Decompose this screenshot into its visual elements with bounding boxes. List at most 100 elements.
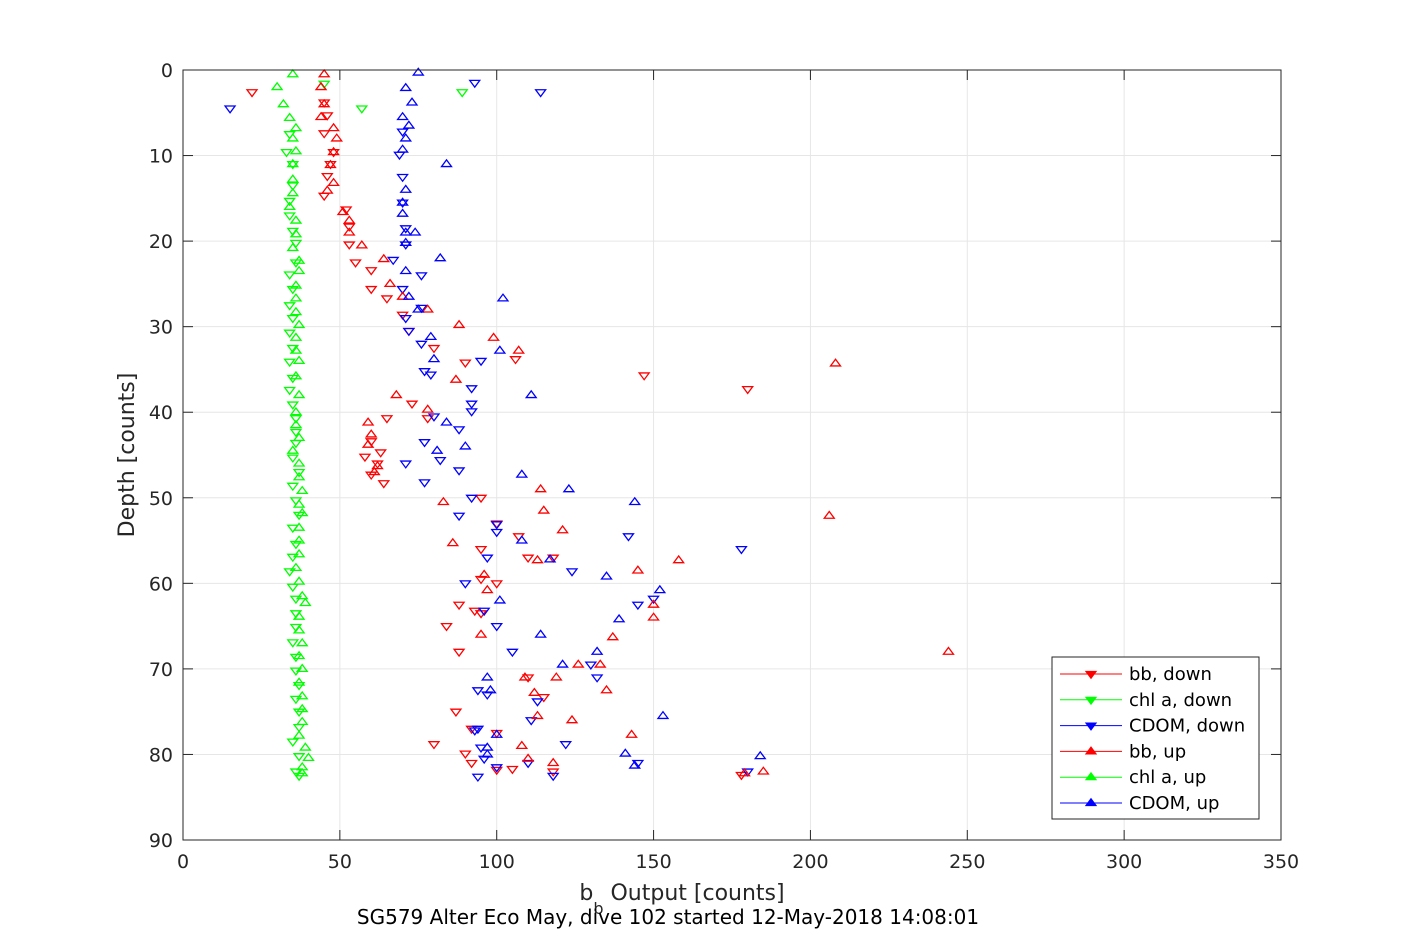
data-point bbox=[283, 201, 296, 211]
data-point bbox=[471, 687, 485, 696]
data-point bbox=[399, 314, 413, 324]
data-point bbox=[531, 710, 544, 720]
data-point bbox=[459, 580, 472, 589]
y-tick-label: 50 bbox=[149, 488, 173, 510]
data-point bbox=[421, 304, 434, 313]
data-point bbox=[637, 372, 651, 381]
data-point bbox=[314, 111, 328, 121]
data-point bbox=[477, 755, 491, 765]
data-point bbox=[283, 197, 296, 207]
data-point bbox=[521, 674, 535, 683]
data-point bbox=[427, 344, 441, 354]
data-point bbox=[396, 285, 409, 295]
data-point bbox=[424, 371, 438, 380]
data-point bbox=[452, 319, 466, 329]
data-point bbox=[295, 637, 309, 647]
data-point bbox=[631, 759, 645, 769]
data-point bbox=[741, 385, 754, 395]
data-point bbox=[493, 345, 507, 354]
data-point bbox=[537, 505, 551, 514]
data-point bbox=[481, 672, 494, 681]
data-point bbox=[427, 413, 441, 422]
data-point bbox=[396, 199, 409, 208]
data-point bbox=[295, 507, 309, 517]
data-point bbox=[317, 68, 331, 78]
chart-caption: SG579 Alter Eco May, dive 102 started 12… bbox=[357, 905, 979, 929]
data-point bbox=[474, 357, 488, 367]
data-point bbox=[430, 445, 444, 454]
data-point bbox=[496, 293, 510, 302]
data-point bbox=[286, 553, 300, 563]
y-tick-label: 30 bbox=[149, 317, 173, 339]
x-axis-label-main: b bbox=[579, 881, 593, 906]
data-point bbox=[399, 184, 413, 193]
data-point bbox=[537, 693, 551, 703]
legend-marker bbox=[1084, 746, 1098, 755]
data-point bbox=[355, 105, 369, 114]
legend-item: bb, down bbox=[1060, 664, 1212, 685]
x-tick-label: 0 bbox=[177, 851, 189, 873]
data-point bbox=[286, 401, 300, 410]
legend-label: bb, up bbox=[1129, 741, 1186, 762]
data-point bbox=[295, 716, 309, 726]
data-point bbox=[327, 146, 340, 156]
legend-box bbox=[1051, 656, 1260, 820]
data-point bbox=[631, 601, 645, 611]
data-point bbox=[546, 772, 560, 782]
data-point bbox=[402, 291, 416, 300]
data-point bbox=[465, 725, 478, 735]
data-point bbox=[292, 471, 306, 481]
data-point bbox=[524, 717, 538, 726]
data-point bbox=[534, 629, 547, 638]
data-point bbox=[474, 545, 488, 555]
data-point bbox=[421, 415, 434, 424]
data-point bbox=[386, 256, 400, 266]
data-point bbox=[295, 767, 309, 777]
data-point bbox=[286, 445, 300, 454]
data-point bbox=[672, 554, 685, 564]
data-point bbox=[342, 223, 356, 232]
x-tick-label: 250 bbox=[949, 851, 985, 873]
data-point bbox=[377, 480, 391, 489]
x-tick-label: 300 bbox=[1106, 851, 1142, 873]
data-point bbox=[477, 607, 491, 617]
y-tick-label: 40 bbox=[149, 402, 173, 424]
data-point bbox=[543, 554, 557, 563]
data-point bbox=[292, 355, 306, 365]
data-point bbox=[342, 215, 356, 224]
data-point bbox=[471, 773, 485, 783]
data-point bbox=[625, 729, 638, 738]
data-point bbox=[371, 460, 384, 470]
data-point bbox=[380, 415, 394, 424]
data-point bbox=[490, 622, 504, 632]
data-point bbox=[292, 468, 306, 478]
x-axis-label-rest: Output [counts] bbox=[604, 881, 785, 906]
data-point bbox=[565, 714, 579, 724]
data-point bbox=[299, 597, 312, 607]
data-point bbox=[302, 752, 315, 761]
data-point bbox=[446, 537, 460, 547]
data-point bbox=[283, 329, 296, 339]
data-point bbox=[292, 432, 306, 442]
data-point bbox=[631, 565, 645, 574]
data-point bbox=[490, 528, 504, 538]
series-0 bbox=[245, 89, 754, 781]
data-point bbox=[452, 426, 466, 435]
data-point bbox=[292, 677, 306, 686]
data-point bbox=[437, 496, 450, 506]
data-point bbox=[399, 225, 413, 234]
data-point bbox=[465, 400, 478, 410]
data-point bbox=[289, 415, 303, 424]
data-point bbox=[647, 612, 660, 621]
legend-item: CDOM, down bbox=[1060, 716, 1245, 737]
data-point bbox=[515, 740, 529, 750]
y-tick-label: 90 bbox=[149, 830, 173, 852]
data-point bbox=[481, 554, 494, 564]
data-point bbox=[562, 483, 576, 493]
data-point bbox=[336, 206, 350, 216]
data-point bbox=[427, 353, 441, 363]
data-point bbox=[459, 750, 472, 759]
data-point bbox=[292, 650, 306, 660]
data-point bbox=[531, 554, 544, 564]
y-tick-label: 80 bbox=[149, 744, 173, 766]
